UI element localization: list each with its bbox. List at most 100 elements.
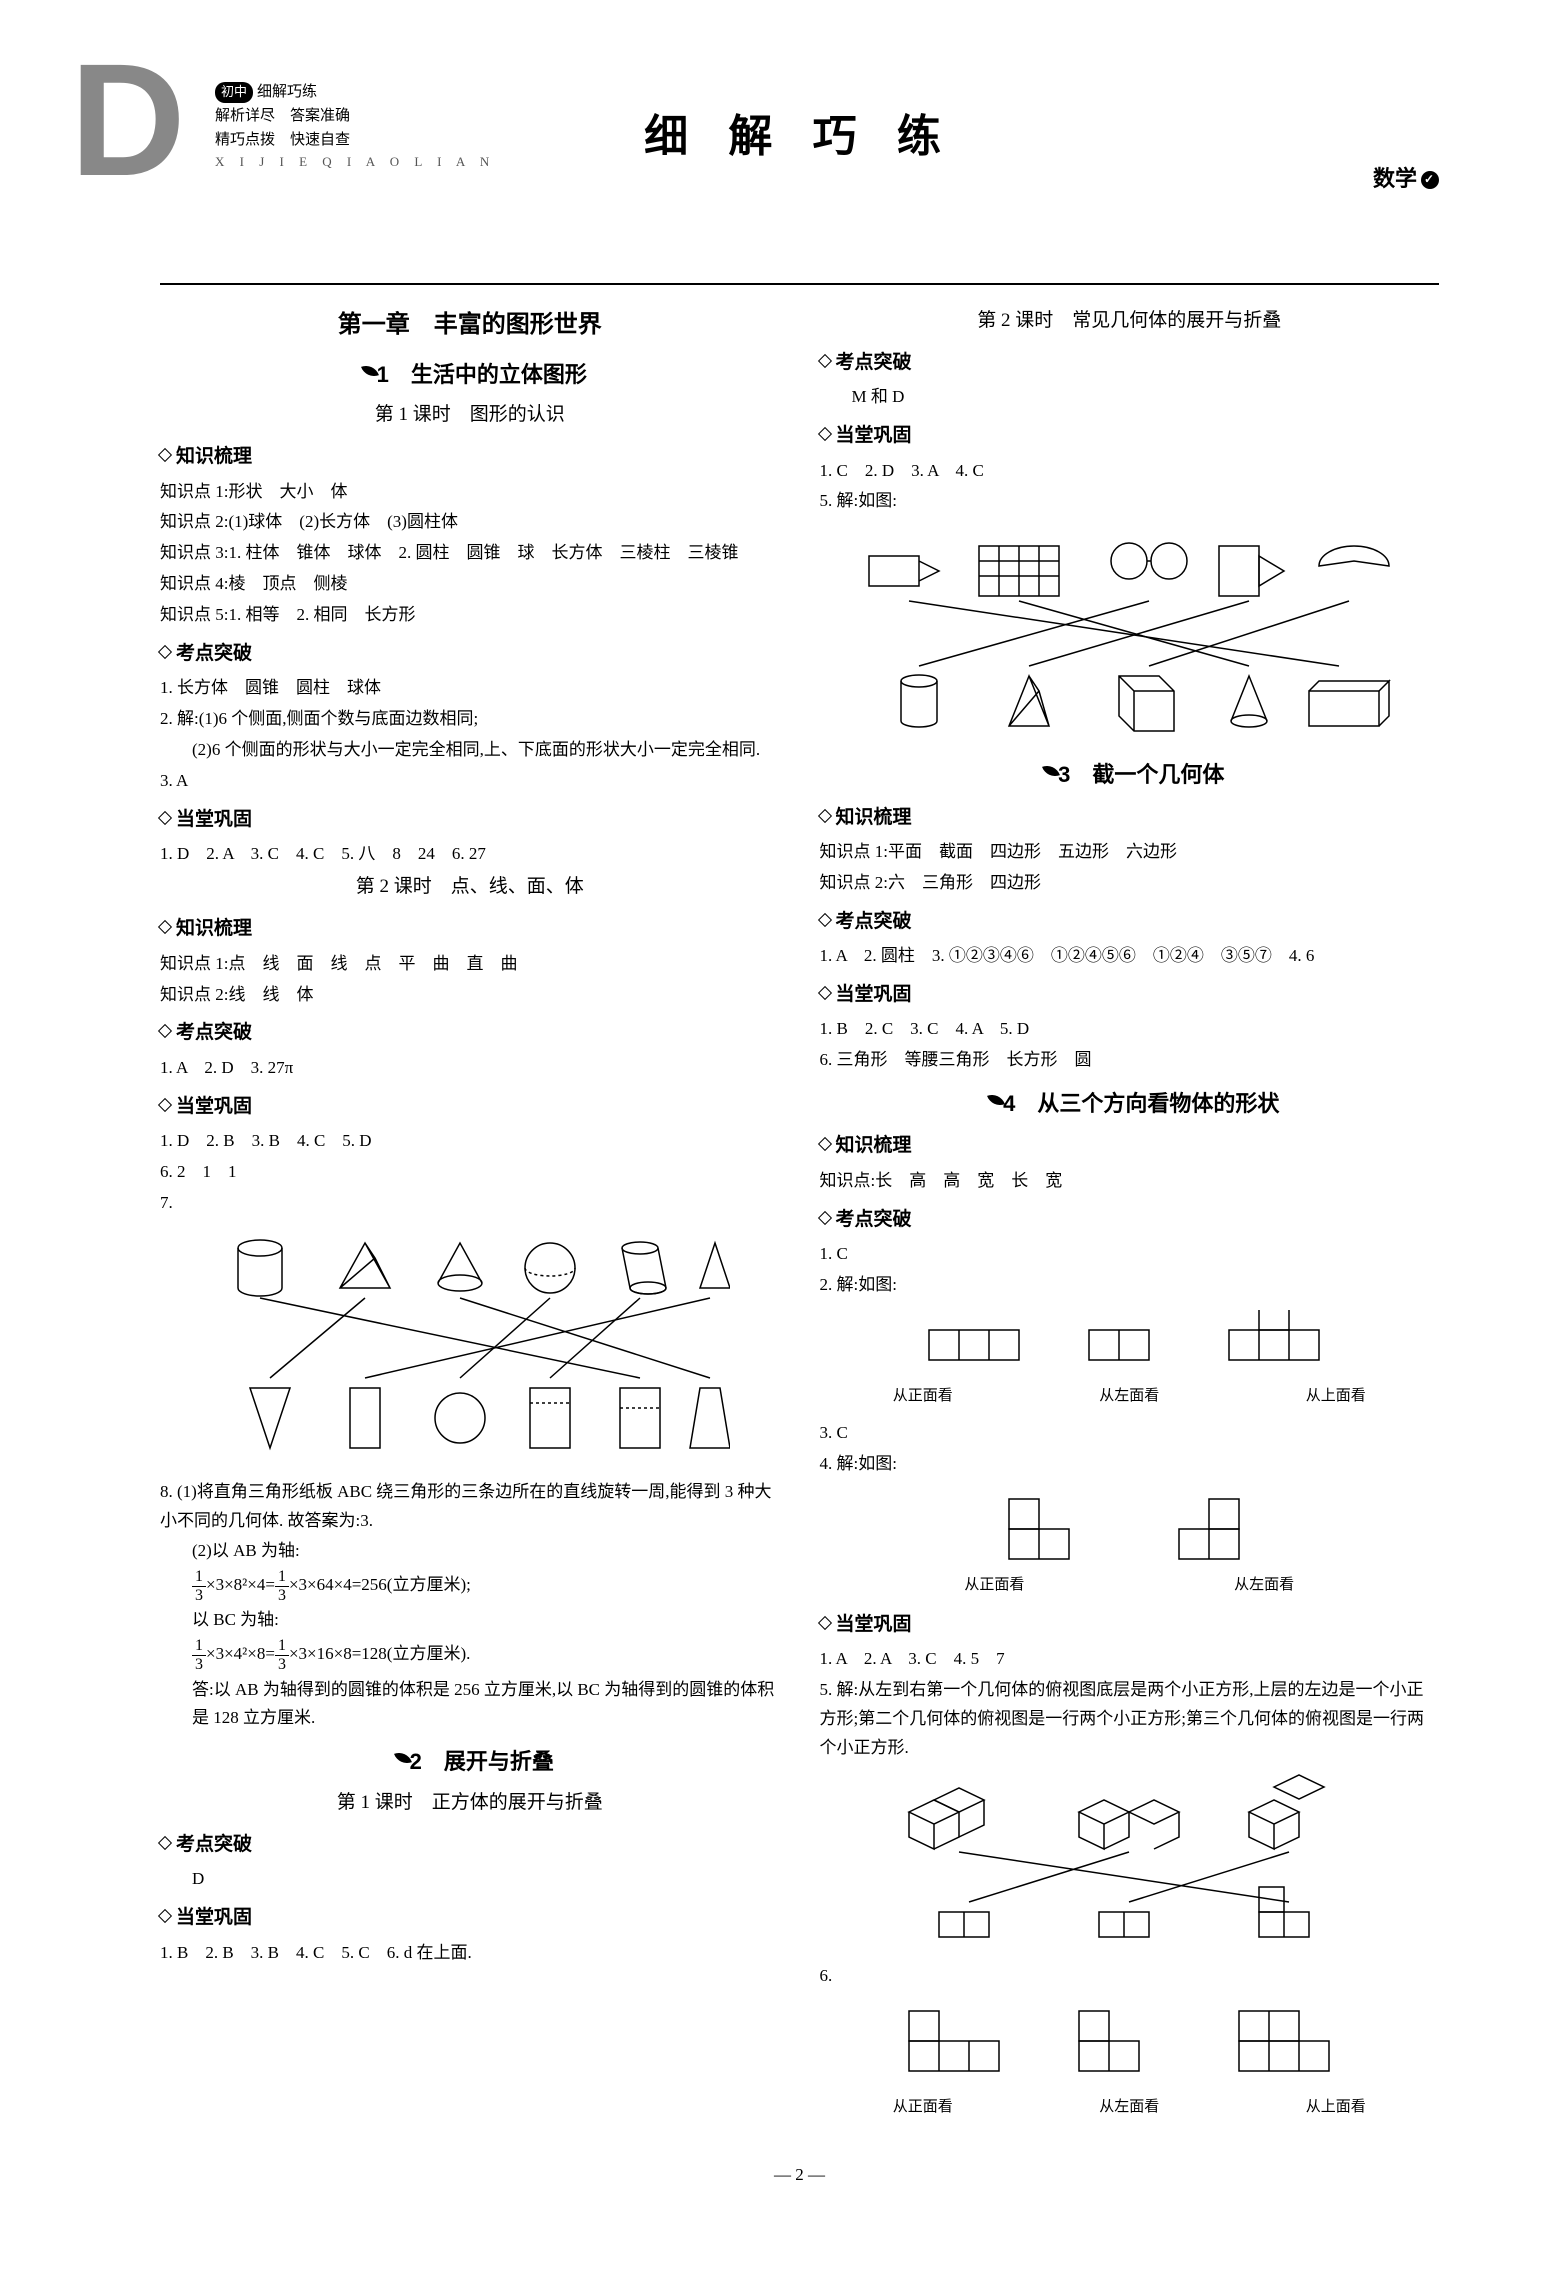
figure-views-q4: 从正面看 从左面看 xyxy=(820,1489,1440,1599)
fraction: 13 xyxy=(192,1568,206,1604)
level-badge: 初中 xyxy=(215,82,253,103)
fraction: 13 xyxy=(275,1568,289,1604)
section-2-title: 2 展开与折叠 xyxy=(160,1743,780,1780)
d-logo: D xyxy=(70,40,186,200)
knowledge-heading: 知识梳理 xyxy=(820,802,1440,834)
text-line: 1. A 2. A 3. C 4. 5 7 xyxy=(820,1645,1440,1674)
leaf-icon xyxy=(386,1751,406,1771)
diamond-icon xyxy=(817,427,831,441)
text-line: 5. 解:如图: xyxy=(820,487,1440,516)
diamond-icon xyxy=(817,1615,831,1629)
knowledge-heading: 知识梳理 xyxy=(160,441,780,473)
equation-line: 13×3×4²×8=13×3×16×8=128(立方厘米). xyxy=(160,1637,780,1673)
page-number: — 2 — xyxy=(160,2161,1439,2190)
lesson-2-1-title: 第 1 课时 正方体的展开与折叠 xyxy=(160,1787,780,1819)
figure-views-q2: 从正面看 从左面看 从上面看 xyxy=(820,1310,1440,1410)
text-line: 3. C xyxy=(820,1419,1440,1448)
figure-views-q6: 从正面看 从左面看 从上面看 xyxy=(820,2001,1440,2121)
diamond-icon xyxy=(158,448,172,462)
diamond-icon xyxy=(817,1211,831,1225)
text-line: 知识点 2:六 三角形 四边形 xyxy=(820,869,1440,898)
consolidation-heading: 当堂巩固 xyxy=(160,1902,780,1934)
knowledge-heading: 知识梳理 xyxy=(820,1130,1440,1162)
text-line: 知识点 1:点 线 面 线 点 平 曲 直 曲 xyxy=(160,950,780,979)
text-line: 答:以 AB 为轴得到的圆锥的体积是 256 立方厘米,以 BC 为轴得到的圆锥… xyxy=(160,1676,780,1734)
text-line: 知识点:长 高 高 宽 长 宽 xyxy=(820,1167,1440,1196)
text-line: (2)以 AB 为轴: xyxy=(160,1537,780,1566)
consolidation-heading: 当堂巩固 xyxy=(820,1609,1440,1641)
fraction: 13 xyxy=(275,1637,289,1673)
diamond-icon xyxy=(158,1909,172,1923)
leaf-icon xyxy=(1034,764,1054,784)
main-title: 细 解 巧 练 xyxy=(644,100,955,175)
view-labels: 从正面看 从左面看 从上面看 xyxy=(820,2095,1440,2121)
views-diagram-icon xyxy=(889,1310,1369,1380)
consolidation-heading: 当堂巩固 xyxy=(160,804,780,836)
view-labels: 从正面看 从左面看 xyxy=(820,1573,1440,1599)
text-line: 7. xyxy=(160,1189,780,1218)
series-name: 细解巧练 xyxy=(257,84,317,100)
diamond-icon xyxy=(158,920,172,934)
lesson-1-1-title: 第 1 课时 图形的认识 xyxy=(160,399,780,431)
matching-diagram-icon xyxy=(210,1228,730,1468)
diamond-icon xyxy=(158,1024,172,1038)
text-line: 知识点 5:1. 相等 2. 相同 长方形 xyxy=(160,601,780,630)
text-line: 4. 解:如图: xyxy=(820,1450,1440,1479)
breakthrough-heading: 考点突破 xyxy=(160,1017,780,1049)
text-line: 1. A 2. D 3. 27π xyxy=(160,1054,780,1083)
diamond-icon xyxy=(817,354,831,368)
leaf-icon xyxy=(979,1093,999,1113)
consolidation-heading: 当堂巩固 xyxy=(820,979,1440,1011)
equation-line: 13×3×8²×4=13×3×64×4=256(立方厘米); xyxy=(160,1568,780,1604)
left-column: 第一章 丰富的图形世界 1 生活中的立体图形 第 1 课时 图形的认识 知识梳理… xyxy=(160,305,780,2131)
lesson-2-2-title: 第 2 课时 常见几何体的展开与折叠 xyxy=(820,305,1440,337)
text-line: 6. 2 1 1 xyxy=(160,1158,780,1187)
diamond-icon xyxy=(817,986,831,1000)
view-labels: 从正面看 从左面看 从上面看 xyxy=(820,1384,1440,1410)
right-column: 第 2 课时 常见几何体的展开与折叠 考点突破 M 和 D 当堂巩固 1. C … xyxy=(820,305,1440,2131)
diamond-icon xyxy=(817,809,831,823)
section-4-title: 4 从三个方向看物体的形状 xyxy=(820,1085,1440,1122)
breakthrough-heading: 考点突破 xyxy=(820,347,1440,379)
text-line: (2)6 个侧面的形状与大小一定完全相同,上、下底面的形状大小一定完全相同. xyxy=(160,736,780,765)
text-line: 知识点 2:线 线 体 xyxy=(160,981,780,1010)
text-line: 知识点 1:平面 截面 四边形 五边形 六边形 xyxy=(820,838,1440,867)
figure-cubes-matching xyxy=(820,1772,1440,1952)
diamond-icon xyxy=(817,913,831,927)
text-line: 1. B 2. B 3. B 4. C 5. C 6. d 在上面. xyxy=(160,1939,780,1968)
leaf-icon xyxy=(353,364,373,384)
text-line: 2. 解:(1)6 个侧面,侧面个数与底面边数相同; xyxy=(160,705,780,734)
nets-diagram-icon xyxy=(849,526,1409,746)
page-header: D 初中细解巧练 解析详尽 答案准确 精巧点拨 快速自查 X I J I E Q… xyxy=(160,80,1439,173)
figure-q7-matching xyxy=(160,1228,780,1468)
text-line: M 和 D xyxy=(820,383,1440,412)
check-dot-icon xyxy=(1421,171,1439,189)
text-line: 知识点 3:1. 柱体 锥体 球体 2. 圆柱 圆锥 球 长方体 三棱柱 三棱锥 xyxy=(160,539,780,568)
section-3-title: 3 截一个几何体 xyxy=(820,756,1440,793)
consolidation-heading: 当堂巩固 xyxy=(160,1091,780,1123)
lesson-1-2-title: 第 2 课时 点、线、面、体 xyxy=(160,871,780,903)
subject-label: 数学 xyxy=(1373,160,1439,197)
breakthrough-heading: 考点突破 xyxy=(820,906,1440,938)
text-line: 1. C 2. D 3. A 4. C xyxy=(820,457,1440,486)
diamond-icon xyxy=(158,811,172,825)
text-line: 2. 解:如图: xyxy=(820,1271,1440,1300)
section-1-title: 1 生活中的立体图形 xyxy=(160,356,780,393)
text-line: 知识点 1:形状 大小 体 xyxy=(160,478,780,507)
text-line: 3. A xyxy=(160,767,780,796)
fraction: 13 xyxy=(192,1637,206,1673)
knowledge-heading: 知识梳理 xyxy=(160,913,780,945)
text-line: 1. D 2. A 3. C 4. C 5. 八 8 24 6. 27 xyxy=(160,840,780,869)
text-line: 1. D 2. B 3. B 4. C 5. D xyxy=(160,1127,780,1156)
text-line: 1. C xyxy=(820,1240,1440,1269)
text-line: 知识点 2:(1)球体 (2)长方体 (3)圆柱体 xyxy=(160,508,780,537)
header-rule xyxy=(160,283,1439,285)
diamond-icon xyxy=(158,645,172,659)
content-columns: 第一章 丰富的图形世界 1 生活中的立体图形 第 1 课时 图形的认识 知识梳理… xyxy=(160,305,1439,2131)
consolidation-heading: 当堂巩固 xyxy=(820,420,1440,452)
breakthrough-heading: 考点突破 xyxy=(160,638,780,670)
text-line: D xyxy=(160,1865,780,1894)
text-line: 6. 三角形 等腰三角形 长方形 圆 xyxy=(820,1046,1440,1075)
text-line: 5. 解:从左到右第一个几何体的俯视图底层是两个小正方形,上层的左边是一个小正方… xyxy=(820,1676,1440,1763)
text-line: 1. 长方体 圆锥 圆柱 球体 xyxy=(160,674,780,703)
